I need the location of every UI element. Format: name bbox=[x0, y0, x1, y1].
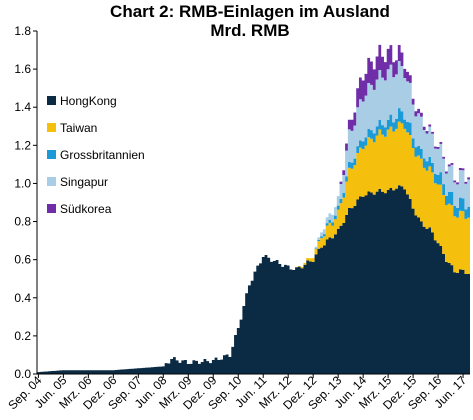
legend-swatch-grossbritannien bbox=[47, 150, 56, 159]
y-tick-label: 0.0 bbox=[14, 367, 31, 381]
legend-label-hongkong: HongKong bbox=[60, 94, 117, 108]
chart-subtitle: Mrd. RMB bbox=[210, 21, 289, 40]
y-tick-label: 1.4 bbox=[14, 100, 31, 114]
legend-swatch-taiwan bbox=[47, 123, 56, 132]
series-area-taiwan bbox=[37, 121, 470, 373]
legend-label-südkorea: Südkorea bbox=[60, 202, 112, 216]
y-axis: 0.0 0.2 0.4 0.6 0.8 1.0 1.2 1.4 1.6 1.8 bbox=[14, 24, 38, 381]
y-tick-label: 0.4 bbox=[14, 291, 31, 305]
legend-label-singapur: Singapur bbox=[60, 175, 108, 189]
legend-label-grossbritannien: Grossbritannien bbox=[60, 148, 145, 162]
legend-label-taiwan: Taiwan bbox=[60, 121, 97, 135]
series-area-hongkong bbox=[37, 185, 470, 374]
y-tick-label: 1.0 bbox=[14, 176, 31, 190]
y-tick-label: 0.6 bbox=[14, 253, 31, 267]
y-tick-label: 1.8 bbox=[14, 24, 31, 38]
y-tick-label: 1.2 bbox=[14, 138, 31, 152]
legend-swatch-hongkong bbox=[47, 96, 56, 105]
y-tick-label: 0.2 bbox=[14, 329, 31, 343]
legend-swatch-südkorea bbox=[47, 204, 56, 213]
legend-swatch-singapur bbox=[47, 177, 56, 186]
legend: HongKong Taiwan Grossbritannien Singapur Süd… bbox=[47, 94, 145, 216]
plot-area bbox=[37, 44, 470, 374]
series-area-singapur bbox=[37, 61, 470, 373]
y-tick-label: 1.6 bbox=[14, 62, 31, 76]
y-tick-label: 0.8 bbox=[14, 215, 31, 229]
chart-title: Chart 2: RMB-Einlagen im Ausland bbox=[110, 2, 390, 21]
